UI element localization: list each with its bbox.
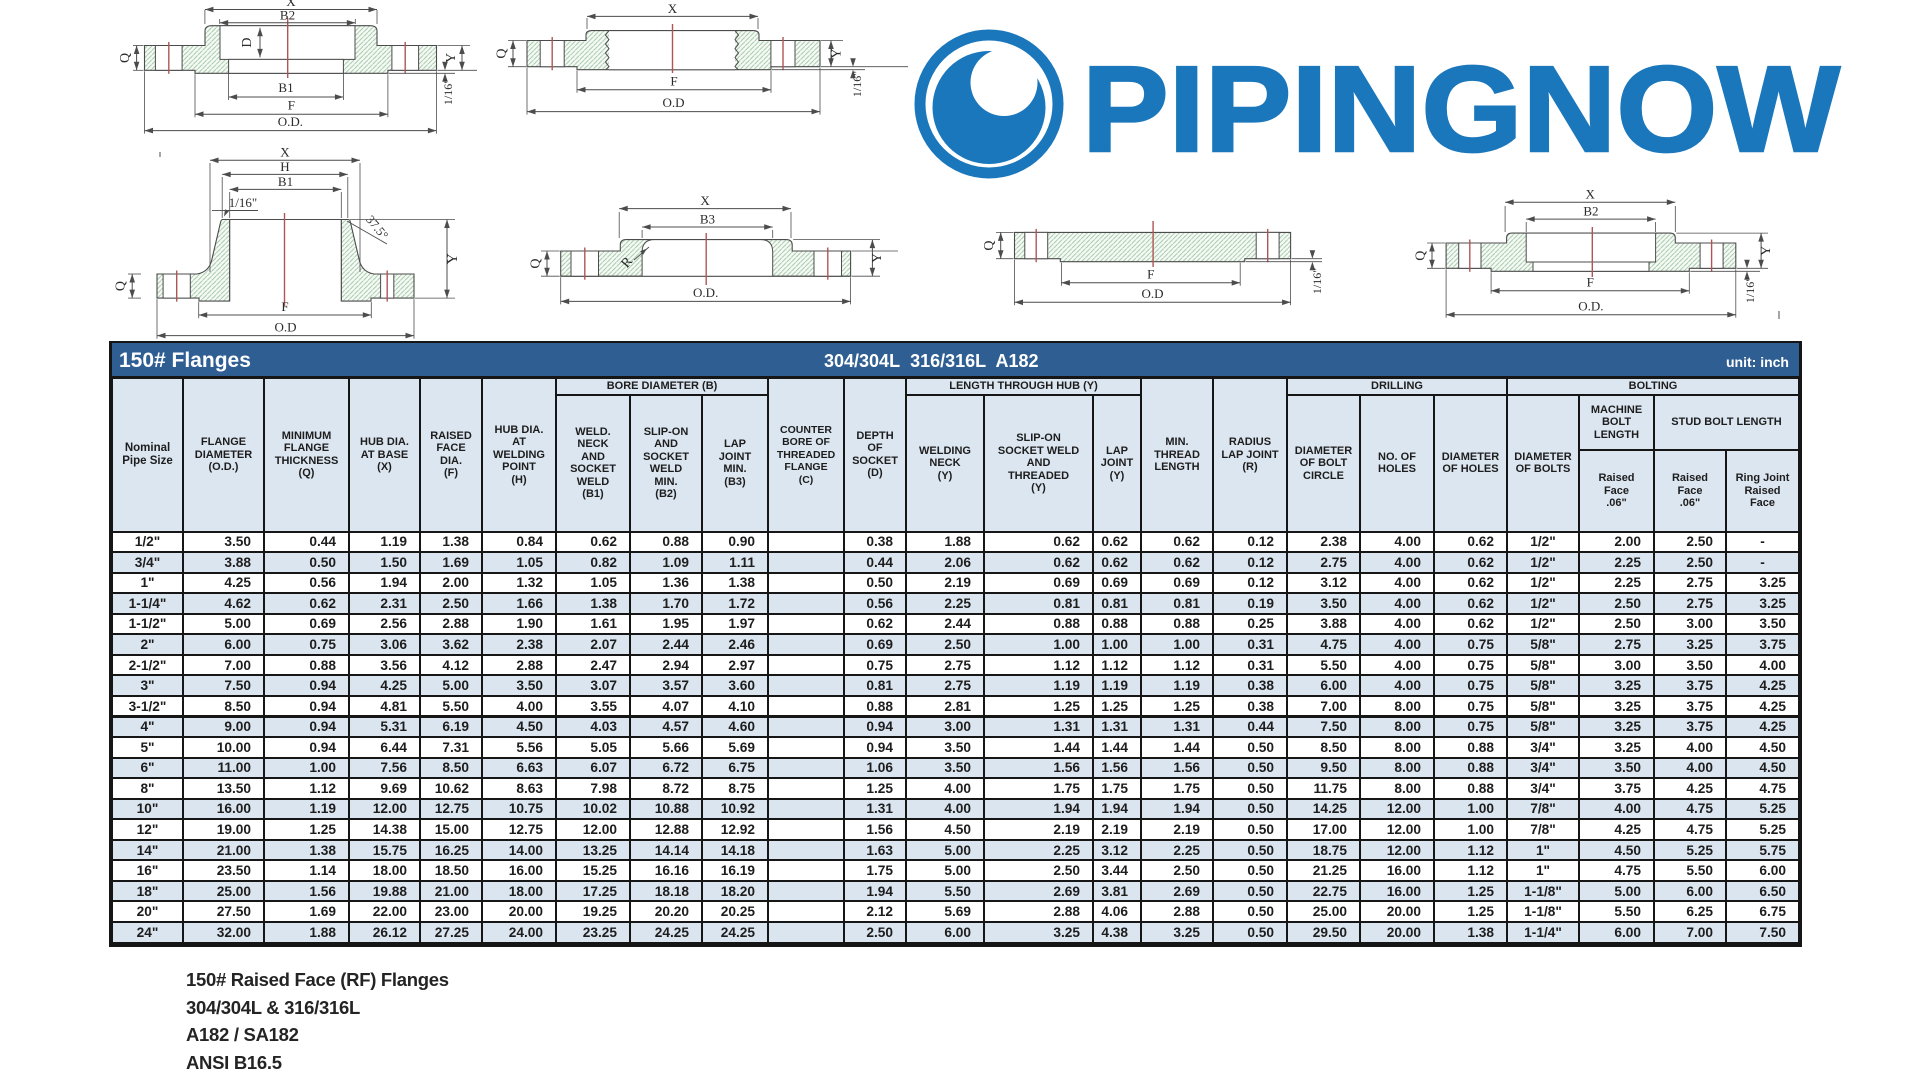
svg-text:Y: Y [830,49,845,59]
svg-text:X: X [280,145,290,160]
svg-text:O.D: O.D [274,320,296,335]
svg-text:O.D: O.D [662,95,684,110]
svg-text:B1: B1 [278,174,293,189]
svg-text:O.D: O.D [1141,286,1163,301]
svg-text:Y: Y [870,253,885,263]
svg-text:B2: B2 [1583,204,1598,219]
svg-text:X: X [700,193,710,208]
svg-text:Q: Q [982,241,997,251]
svg-text:Q: Q [529,259,544,269]
svg-text:B2: B2 [280,8,295,23]
svg-text:Q: Q [1414,251,1429,261]
svg-text:H: H [280,159,289,174]
svg-text:F: F [281,299,288,314]
svg-text:1/16": 1/16" [850,71,864,97]
svg-text:Q: Q [495,49,510,59]
svg-text:O.D.: O.D. [693,285,718,300]
svg-text:Q: Q [118,53,133,63]
svg-text:Y: Y [1759,246,1774,256]
svg-text:Y: Y [445,253,461,264]
svg-text:1/16": 1/16" [441,79,455,105]
svg-text:B3: B3 [700,212,715,227]
svg-text:X: X [1586,187,1596,202]
svg-text:O.D.: O.D. [278,114,303,129]
svg-text:1/16": 1/16" [229,195,257,210]
svg-text:PIPINGNOW: PIPINGNOW [1082,41,1841,177]
svg-text:Y: Y [444,53,459,63]
svg-text:B1: B1 [278,80,293,95]
svg-text:37.5°: 37.5° [363,213,391,243]
svg-text:O.D.: O.D. [1578,299,1603,314]
svg-text:1/16": 1/16" [1743,277,1757,303]
svg-text:D: D [240,37,255,47]
svg-text:F: F [1147,267,1154,282]
svg-text:X: X [286,0,296,9]
svg-text:1/16": 1/16" [1310,268,1324,294]
svg-text:Q: Q [114,281,129,291]
svg-text:F: F [288,98,295,113]
svg-text:F: F [1587,275,1594,290]
svg-text:F: F [670,74,677,89]
svg-text:X: X [668,1,678,16]
